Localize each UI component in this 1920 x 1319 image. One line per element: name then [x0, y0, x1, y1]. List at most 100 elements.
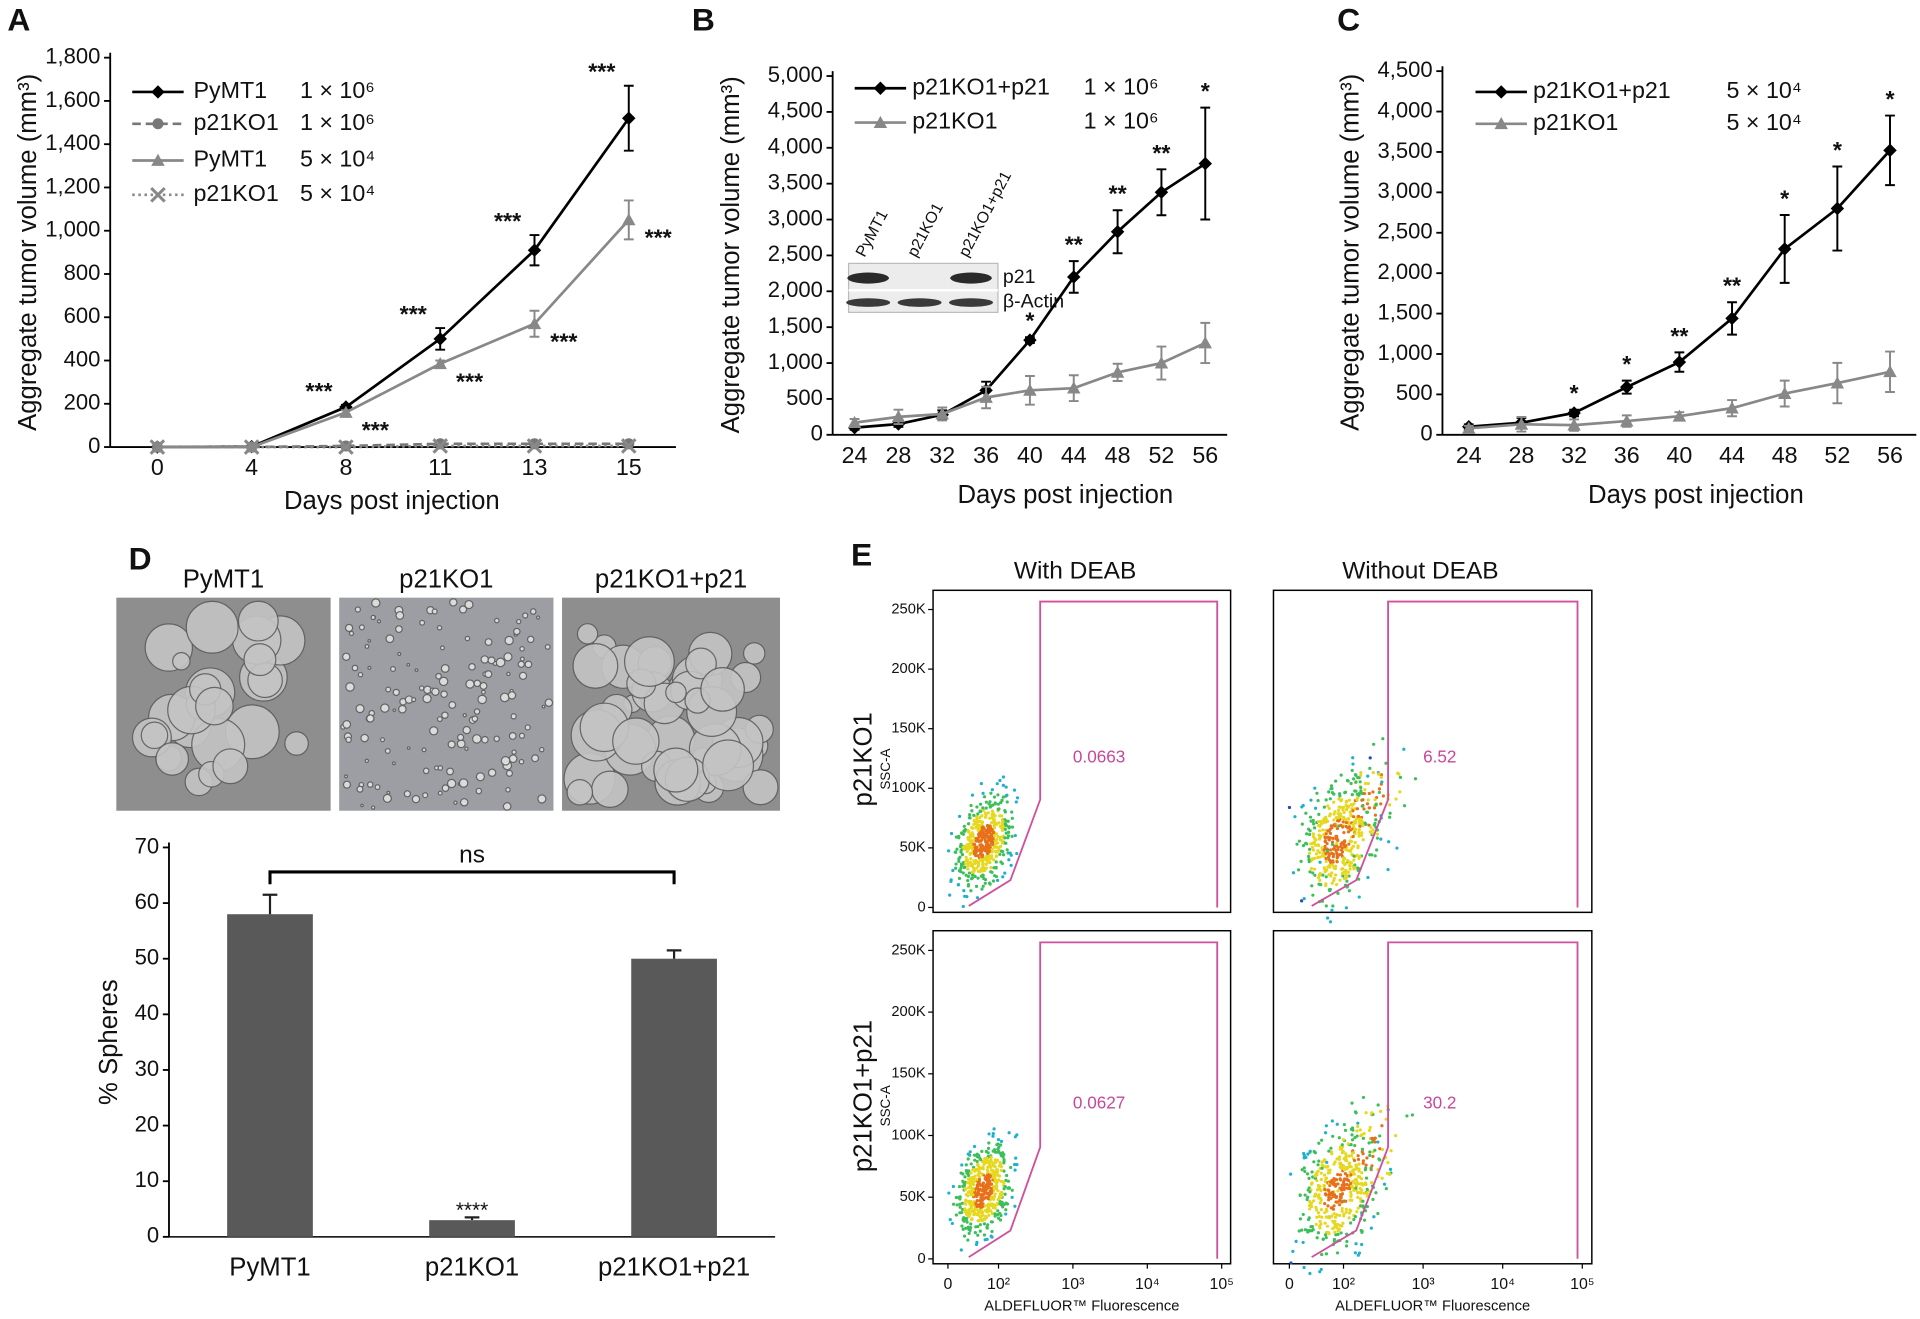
flow-event — [991, 810, 995, 815]
flow-event — [1006, 1179, 1011, 1183]
flow-event — [1361, 1159, 1365, 1163]
legend-label: PyMT1 — [193, 146, 267, 172]
flow-event — [1332, 1220, 1336, 1225]
flow-event — [1359, 1197, 1363, 1201]
flow-event — [1336, 854, 1340, 858]
legend-label: p21KO1+p21 — [1533, 77, 1671, 103]
flow-event — [969, 1162, 973, 1166]
flow-event — [1004, 1208, 1008, 1212]
flow-event — [1364, 1163, 1368, 1167]
flow-event — [1370, 1140, 1374, 1144]
y-tick-label: 50 — [135, 945, 160, 970]
flow-event — [1317, 837, 1322, 841]
flow-event — [966, 1177, 971, 1181]
flow-event — [948, 1217, 952, 1222]
flow-event — [970, 809, 974, 813]
flow-event — [987, 1173, 991, 1177]
flow-event — [1355, 1180, 1359, 1185]
flow-event — [1006, 819, 1010, 823]
flow-event — [1371, 1154, 1375, 1159]
y-tick-label: 0 — [88, 433, 100, 458]
flow-event — [1363, 821, 1367, 825]
sphere — [519, 656, 525, 662]
flow-event — [1312, 840, 1316, 844]
flow-event — [1300, 805, 1304, 809]
flow-event — [1361, 824, 1365, 828]
flow-event — [998, 1162, 1003, 1166]
flow-event — [988, 882, 992, 886]
sphere — [685, 647, 717, 680]
flow-event — [977, 824, 982, 828]
flow-event — [971, 1201, 975, 1205]
y-tick-label: 600 — [64, 303, 101, 328]
flow-event — [989, 1234, 993, 1238]
flow-event — [1337, 1213, 1342, 1218]
flow-event — [1318, 878, 1322, 882]
flow-event — [1341, 805, 1346, 810]
data-point — [847, 415, 862, 428]
sphere — [494, 617, 500, 624]
sphere — [370, 805, 376, 810]
flow-event — [1336, 1232, 1340, 1237]
flow-event — [1341, 820, 1345, 824]
sphere — [155, 742, 190, 776]
flow-event — [1308, 815, 1313, 819]
flow-event — [1334, 834, 1338, 838]
sphere — [464, 599, 474, 610]
flow-event — [1371, 790, 1375, 794]
flow-event — [959, 862, 964, 866]
flow-event — [1380, 1124, 1384, 1128]
sphere — [480, 689, 486, 695]
sphere — [392, 688, 400, 697]
flow-event — [1353, 821, 1358, 825]
flow-event — [999, 1139, 1004, 1143]
flow-event — [1331, 904, 1335, 908]
flow-event — [1333, 1160, 1337, 1164]
legend-dose: 5 × 10⁴ — [1727, 109, 1802, 135]
flow-event — [1319, 1198, 1323, 1202]
sphere — [348, 630, 355, 637]
flow-event — [1365, 1187, 1369, 1191]
legend-label: p21KO1 — [193, 180, 278, 206]
significance-label: ** — [1670, 323, 1689, 349]
flow-event — [1386, 867, 1390, 872]
flow-event — [1340, 846, 1344, 850]
sphere — [436, 716, 443, 723]
flow-event — [1298, 1217, 1303, 1221]
flow-event — [971, 866, 976, 870]
flow-event — [1342, 830, 1346, 835]
flow-event — [1001, 853, 1006, 857]
data-point — [433, 332, 447, 346]
flow-event — [993, 1158, 997, 1162]
series-line — [157, 444, 629, 449]
y-tick-label: 150K — [891, 721, 926, 737]
flow-event — [1317, 1159, 1321, 1163]
flow-event — [993, 814, 997, 818]
flow-event — [1008, 851, 1012, 855]
flow-event — [1325, 842, 1329, 846]
sphere — [385, 686, 392, 693]
flow-event — [1010, 825, 1015, 829]
flow-event — [1332, 852, 1336, 856]
image-title: p21KO1 — [399, 565, 493, 593]
y-tick-label: 2,000 — [768, 277, 823, 302]
flow-event — [995, 782, 999, 786]
flow-event — [1362, 791, 1367, 796]
flow-event — [1318, 824, 1322, 828]
flow-event — [995, 1201, 999, 1206]
flow-event — [1359, 817, 1363, 821]
flow-event — [1359, 789, 1363, 793]
flow-event — [1339, 773, 1343, 777]
flow-event — [1356, 1195, 1360, 1200]
sphere — [508, 754, 518, 764]
flow-event — [1315, 1215, 1319, 1219]
blot-band — [847, 272, 889, 284]
flow-event — [1004, 1212, 1008, 1216]
sphere — [384, 748, 391, 755]
flow-event — [1304, 841, 1308, 845]
flow-event — [1351, 815, 1356, 819]
flow-event — [1327, 790, 1331, 794]
y-tick-label: 10 — [135, 1167, 160, 1192]
flow-event — [1316, 855, 1320, 860]
flow-event — [964, 1226, 968, 1230]
